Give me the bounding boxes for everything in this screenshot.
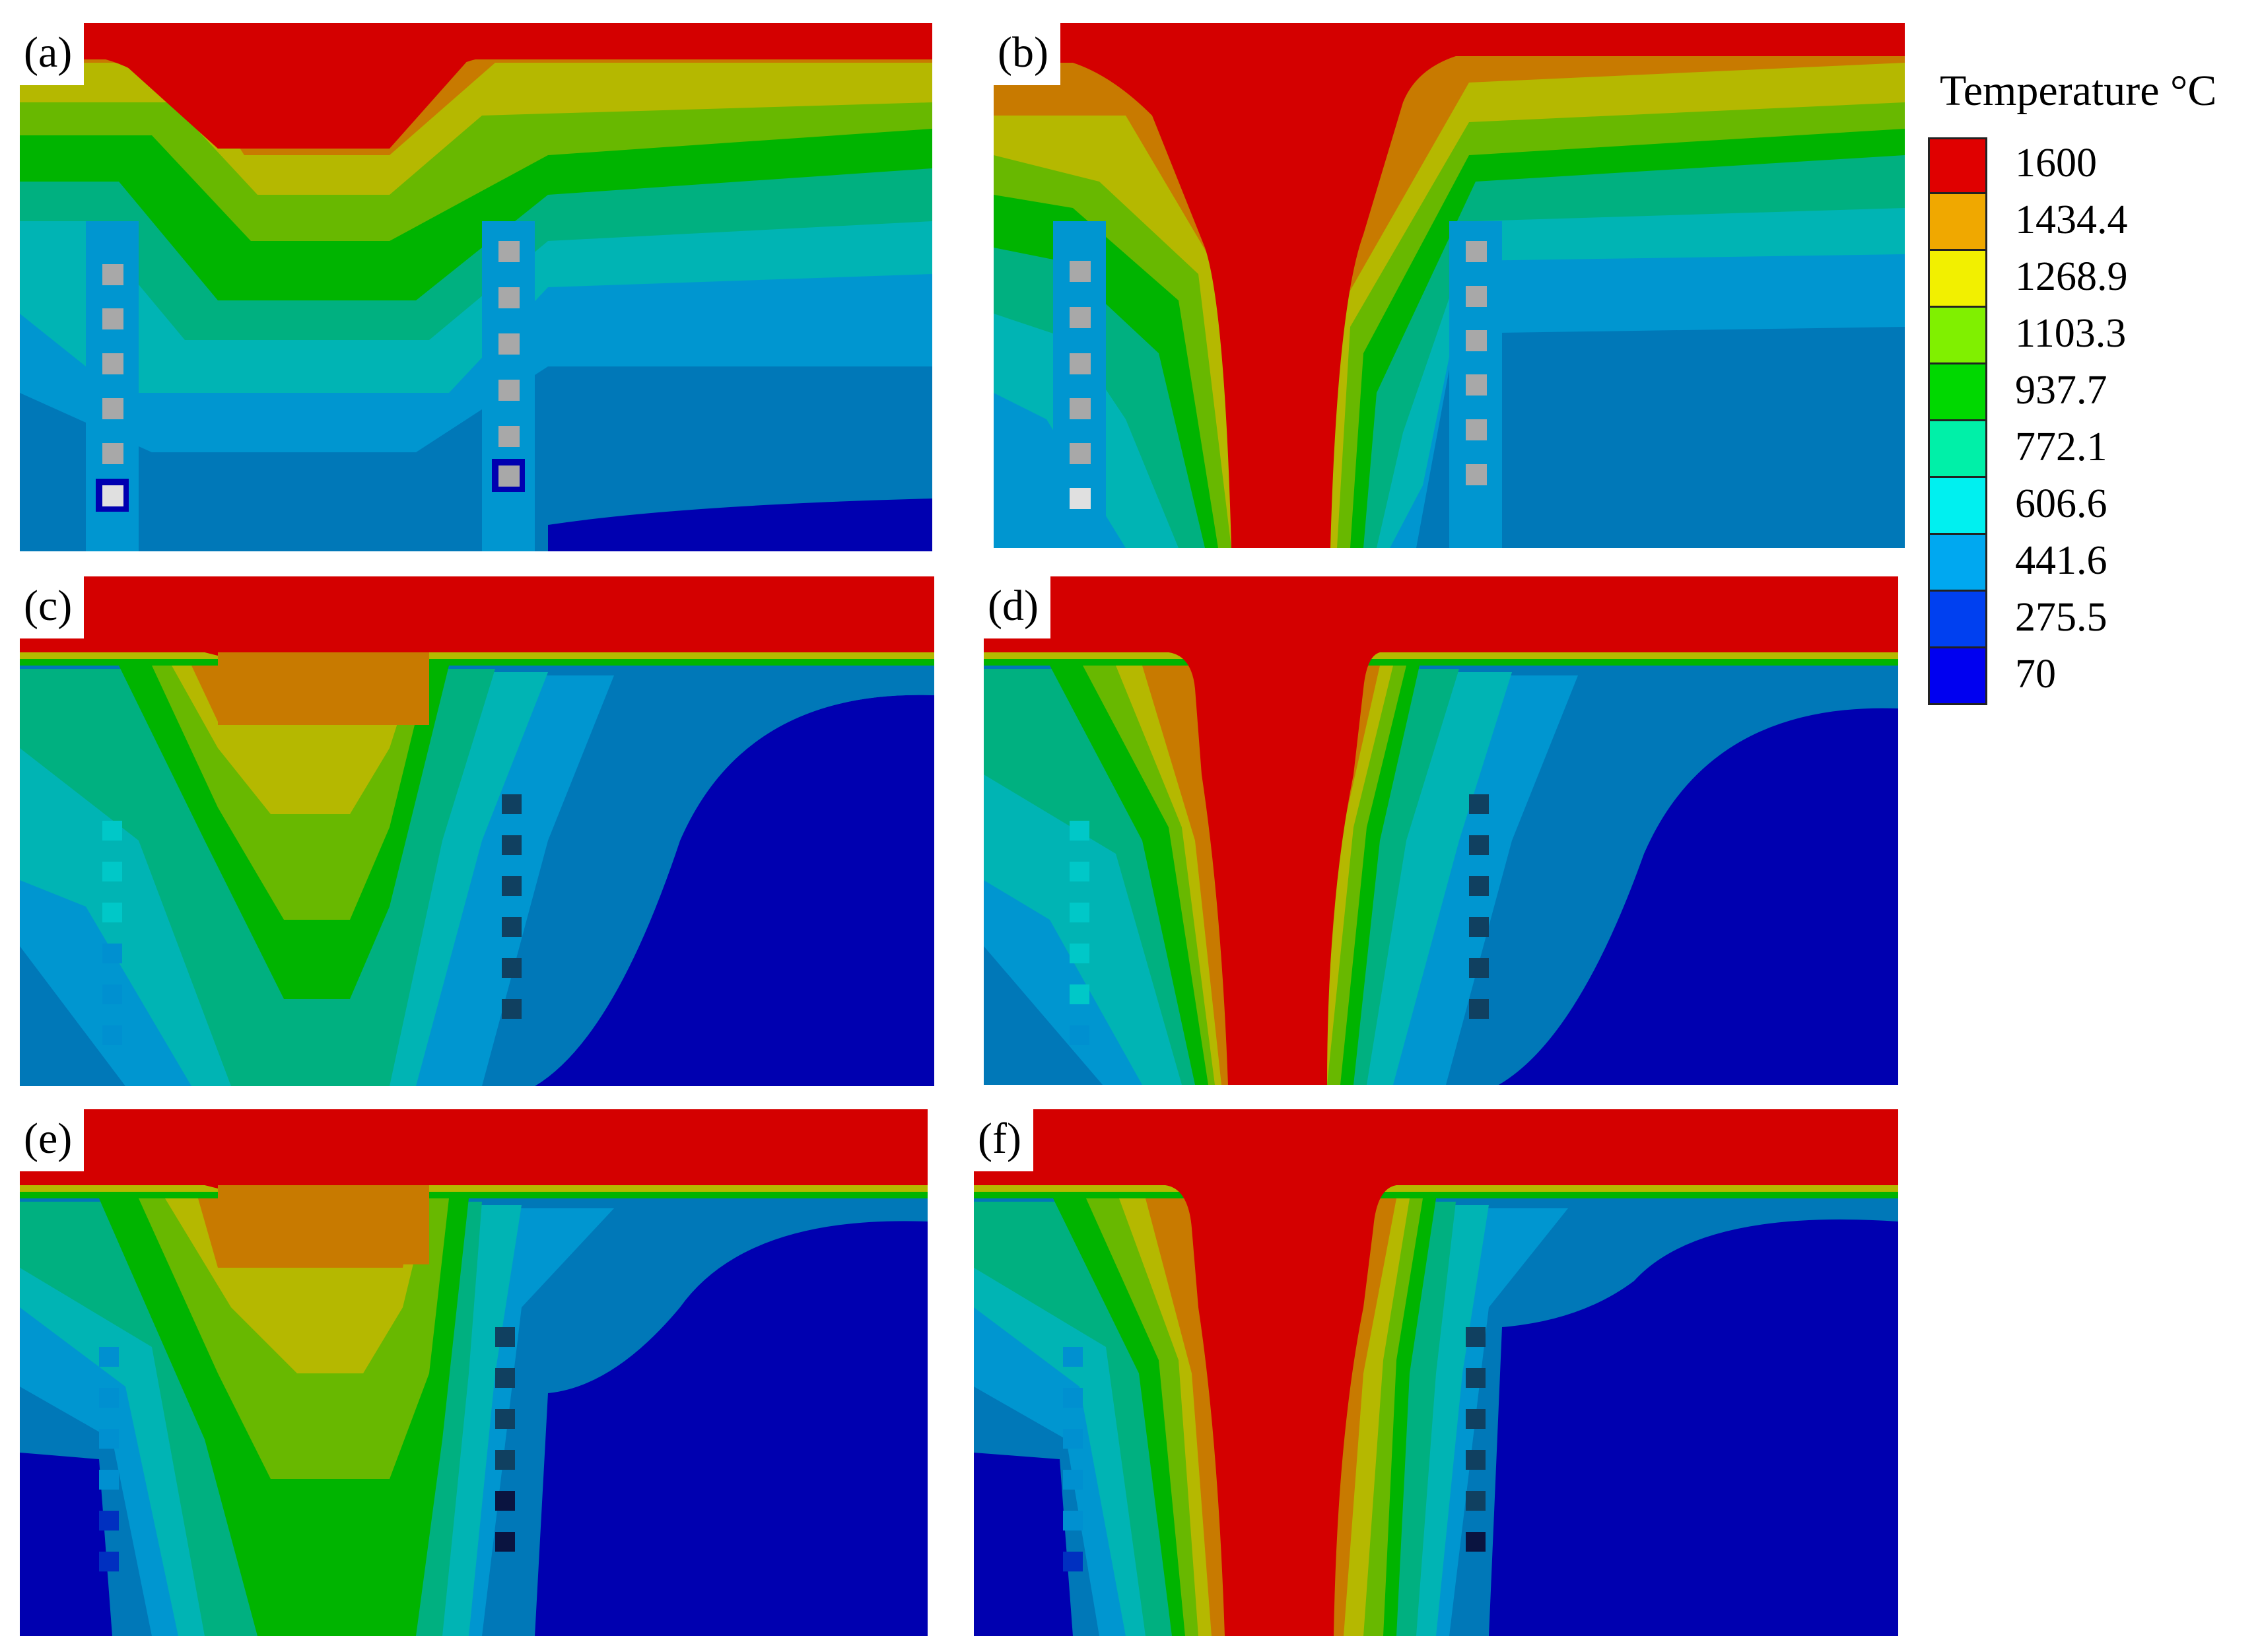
panel-e: (e): [20, 1109, 928, 1636]
panel-d-contour: [984, 576, 1898, 1085]
legend-label: 937.7: [2015, 368, 2107, 413]
legend-label: 441.6: [2015, 538, 2107, 583]
panel-label: (a): [20, 23, 85, 85]
legend-label: 1434.4: [2015, 197, 2128, 242]
legend-label: 606.6: [2015, 481, 2107, 526]
legend-label: 275.5: [2015, 595, 2107, 640]
temperature-legend: Temperature °C 1600 1434.4 1268.9 1103.3 937…: [1928, 66, 2245, 705]
panel-label: (c): [20, 576, 85, 638]
legend-swatch: [1928, 648, 1987, 705]
legend-title: Temperature °C: [1940, 67, 2217, 115]
panel-b: (b): [994, 23, 1905, 548]
legend-swatch: [1928, 194, 1987, 251]
panel-d: (d): [984, 576, 1898, 1085]
legend-label: 1600: [2015, 141, 2097, 186]
legend-label: 1103.3: [2015, 311, 2127, 356]
legend-swatch: [1928, 421, 1987, 478]
panel-f-contour: [974, 1109, 1898, 1636]
legend-swatch: [1928, 308, 1987, 364]
panel-e-contour: [20, 1109, 928, 1636]
legend-swatch: [1928, 592, 1987, 648]
legend-label: 70: [2015, 652, 2056, 697]
legend-label: 772.1: [2015, 425, 2107, 469]
panel-label: (d): [984, 576, 1050, 638]
panel-b-contour: [994, 23, 1905, 548]
panel-c-contour: [20, 576, 934, 1086]
panel-label: (b): [994, 23, 1060, 85]
panel-label: (f): [974, 1109, 1033, 1171]
legend-swatch: [1928, 137, 1987, 194]
panel-a: (a): [20, 23, 932, 551]
legend-swatch: [1928, 535, 1987, 592]
panel-f: (f): [974, 1109, 1898, 1636]
legend-swatch: [1928, 478, 1987, 535]
legend-swatch: [1928, 364, 1987, 421]
legend-label: 1268.9: [2015, 254, 2128, 299]
panel-a-contour: [20, 23, 932, 551]
panel-label: (e): [20, 1109, 85, 1171]
panel-c: (c): [20, 576, 934, 1086]
legend-swatch: [1928, 251, 1987, 308]
